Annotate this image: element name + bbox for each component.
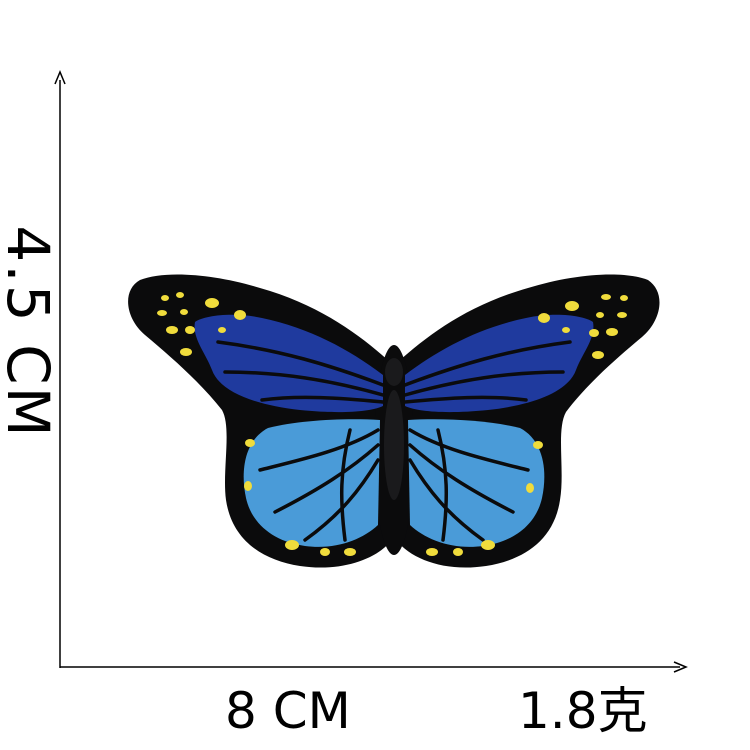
vertical-axis-arrow	[54, 70, 66, 85]
height-dimension-label: 4.5 CM	[0, 225, 62, 439]
left-forewing	[194, 314, 383, 413]
right-forewing	[405, 314, 594, 413]
weight-label: 1.8克	[518, 682, 648, 740]
wing-veins	[216, 340, 572, 542]
wing-spots	[157, 292, 628, 556]
butterfly-patch	[128, 274, 660, 568]
dimension-axes	[54, 70, 688, 673]
horizontal-axis-arrow	[673, 661, 688, 673]
butterfly-body	[384, 358, 404, 500]
width-dimension-label: 8 CM	[225, 682, 351, 740]
